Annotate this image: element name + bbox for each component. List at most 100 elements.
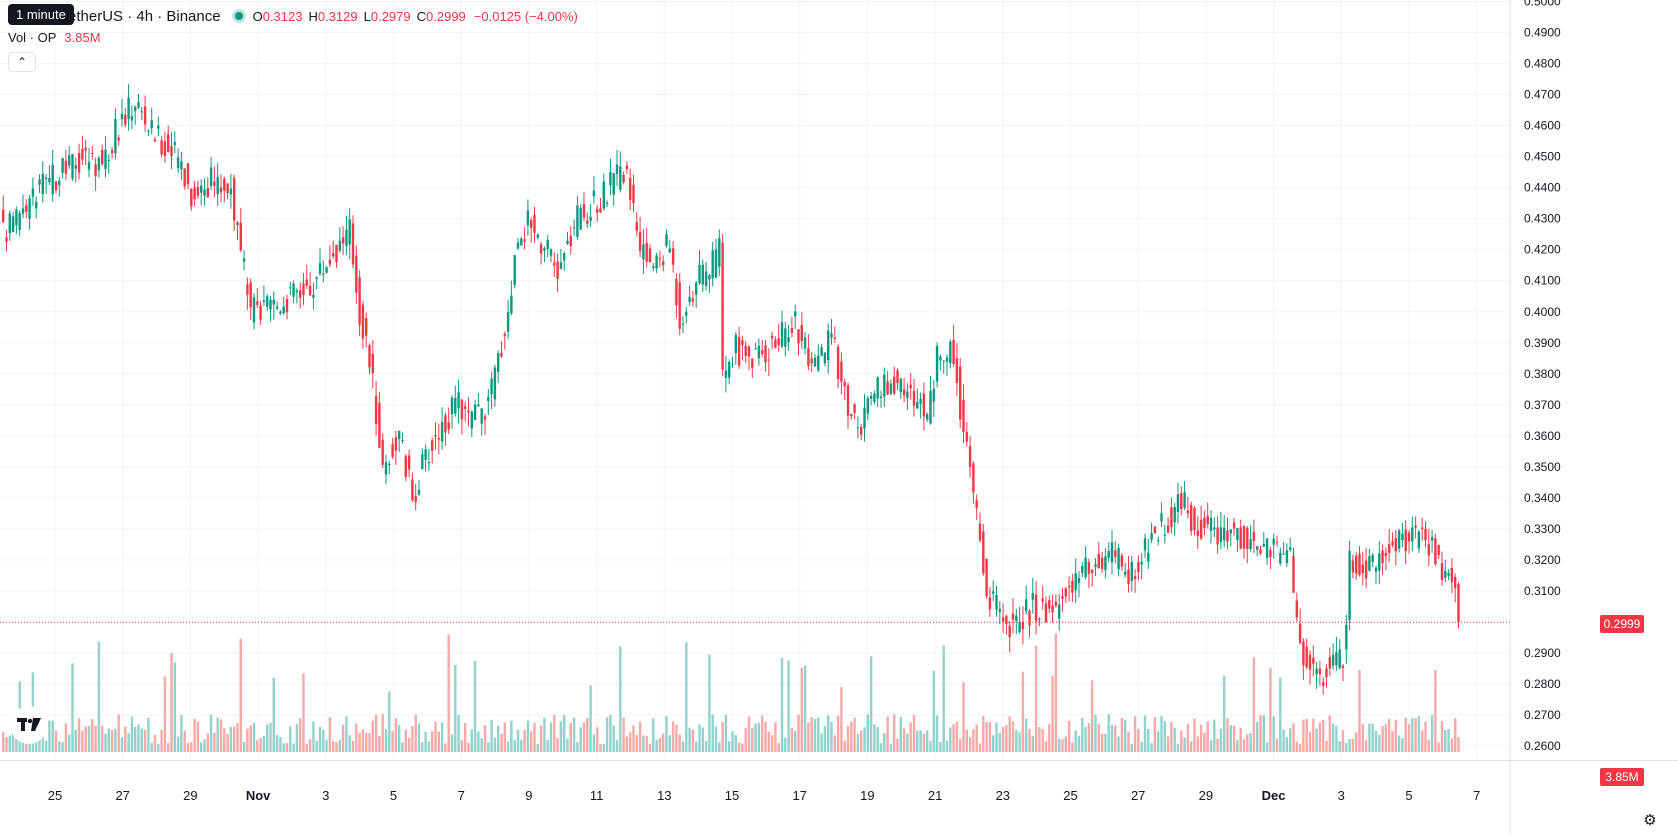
- candle-body: [101, 149, 104, 164]
- volume-bar: [516, 729, 520, 752]
- candle-body: [1265, 538, 1269, 558]
- candle-body: [348, 219, 351, 245]
- candle-body: [371, 353, 374, 374]
- candle-body: [530, 220, 533, 229]
- price-axis[interactable]: 0.5000 0.4900 0.4800 0.4700 0.4600 0.4500 0.44…: [1509, 0, 1561, 835]
- candle-body: [1229, 529, 1232, 534]
- symbol-title[interactable]: etherUS · 4h · Binance: [68, 7, 221, 25]
- candle-body: [596, 209, 599, 213]
- volume-bar: [787, 660, 790, 752]
- price-tick-label: 0.3400: [1524, 491, 1561, 505]
- volume-bar: [249, 725, 252, 752]
- volume-bar: [206, 733, 209, 752]
- volume-bar: [1028, 728, 1031, 752]
- symbol-legend[interactable]: etherUS · 4h · Binance O0.3123 H0.3129 L…: [8, 6, 578, 26]
- volume-bar: [619, 646, 622, 752]
- volume-bar: [1180, 730, 1183, 752]
- tradingview-logo[interactable]: [10, 706, 48, 744]
- candle-body: [1358, 554, 1361, 575]
- candle-body: [906, 391, 909, 398]
- candle-body: [965, 431, 968, 442]
- candle-body: [526, 210, 530, 226]
- candle-body: [919, 398, 922, 404]
- volume-bar: [1388, 718, 1391, 752]
- market-status-icon: [234, 12, 243, 20]
- candle-body: [1437, 544, 1440, 556]
- volume-bar: [919, 730, 922, 752]
- candle-body: [823, 352, 827, 364]
- volume-bar: [1355, 732, 1358, 752]
- volume-bar: [272, 677, 275, 752]
- candle-body: [454, 397, 457, 414]
- candle-body: [820, 347, 823, 356]
- volume-legend[interactable]: Vol · OP 3.85M: [8, 30, 101, 45]
- volume-bar: [767, 731, 770, 752]
- candle-body: [1183, 492, 1186, 508]
- candle-body: [949, 341, 952, 364]
- volume-bar: [209, 714, 213, 752]
- volume-bar: [127, 733, 130, 752]
- candle-body: [345, 229, 348, 247]
- time-axis[interactable]: 25 27 29 Nov 3 5 7 9 11 13 15 17 19 21 23 25 27 29 Dec 3 5 7: [48, 788, 1481, 803]
- volume-bar: [391, 731, 394, 752]
- candle-body: [860, 427, 863, 435]
- volume-bar: [774, 722, 777, 752]
- volume-bar: [602, 743, 605, 752]
- volume-bar: [1437, 742, 1440, 752]
- volume-bar: [530, 731, 533, 752]
- candle-body: [147, 130, 150, 132]
- volume-bar: [1368, 723, 1371, 752]
- volume-bar: [61, 742, 64, 752]
- volume-bar: [939, 741, 942, 752]
- volume-bar: [955, 721, 959, 752]
- volume-bar: [223, 728, 226, 752]
- volume-bar: [546, 739, 549, 752]
- gear-icon[interactable]: ⚙: [1643, 812, 1657, 829]
- candle-body: [1100, 557, 1104, 570]
- volume-bar: [1351, 739, 1355, 752]
- volume-bar: [893, 714, 896, 752]
- candle-body: [483, 416, 487, 420]
- volume-value: 3.85M: [64, 30, 101, 45]
- volume-bar: [965, 729, 968, 752]
- collapse-legend-button[interactable]: ⌃: [8, 52, 36, 72]
- candle-body: [893, 376, 896, 394]
- grid: [0, 0, 1678, 761]
- volume-bar: [1424, 721, 1427, 752]
- candle-body: [879, 396, 883, 399]
- candle-body: [206, 188, 209, 198]
- candle-body: [64, 160, 68, 174]
- volume-bar: [1140, 742, 1143, 752]
- candle-body: [896, 370, 899, 384]
- candle-body: [1269, 550, 1272, 557]
- volume-bar: [440, 722, 444, 752]
- candle-body: [94, 164, 97, 177]
- volume-bar: [1411, 718, 1414, 752]
- volume-bar: [1206, 721, 1209, 752]
- volume-bar: [1427, 740, 1430, 752]
- volume-bar: [186, 743, 190, 752]
- candle-body: [1180, 493, 1183, 510]
- volume-bar: [853, 717, 856, 752]
- candle-body: [1298, 623, 1302, 643]
- volume-bar: [536, 743, 539, 752]
- candle-body: [487, 396, 490, 401]
- candle-body: [246, 284, 249, 295]
- candle-body: [1242, 526, 1246, 549]
- price-tick-label: 0.4700: [1524, 88, 1561, 102]
- volume-bar: [704, 740, 708, 752]
- candle-body: [767, 359, 770, 361]
- volume-bar: [394, 718, 398, 752]
- candle-body: [226, 183, 229, 193]
- volume-bar: [1345, 742, 1348, 752]
- ohlc-values: O0.3123 H0.3129 L0.2979 C0.2999: [252, 8, 466, 24]
- candle-body: [289, 287, 292, 289]
- candle-body: [876, 377, 879, 399]
- candle-body: [685, 312, 688, 316]
- candle-body: [1110, 542, 1114, 563]
- volume-badge: 3.85M: [1605, 770, 1638, 784]
- candle-body: [242, 258, 246, 262]
- volume-bar: [708, 654, 711, 752]
